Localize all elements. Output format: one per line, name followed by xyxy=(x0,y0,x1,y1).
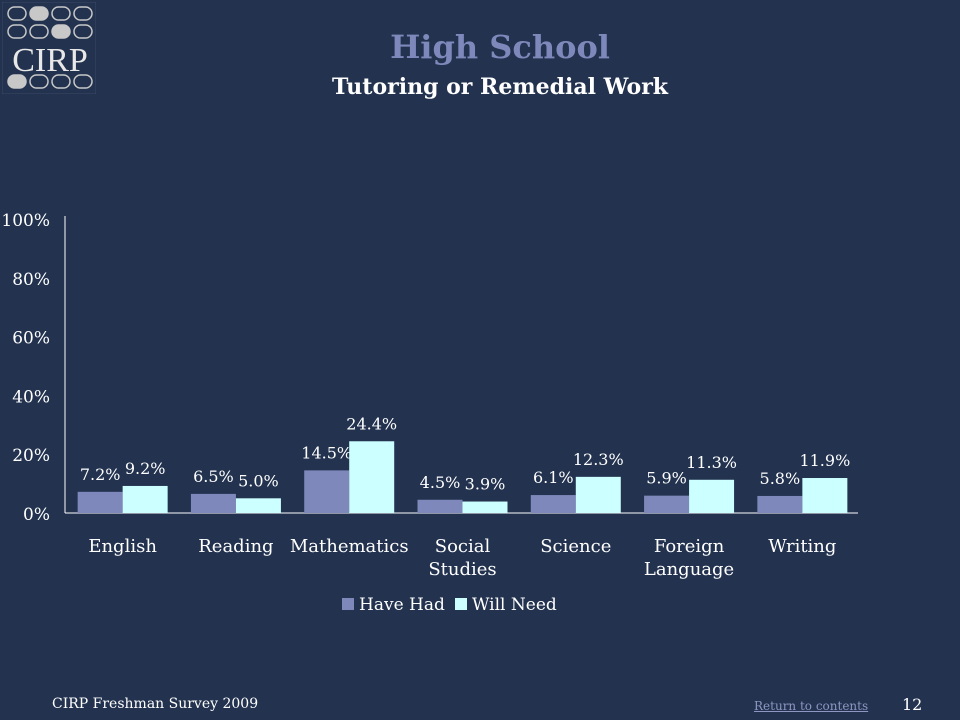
bar-will-need xyxy=(122,485,168,513)
x-tick-label: Language xyxy=(644,559,734,580)
data-label: 24.4% xyxy=(346,414,397,433)
bar-have-had xyxy=(417,499,463,513)
bar-have-had xyxy=(530,495,576,513)
data-label: 3.9% xyxy=(465,475,506,494)
bar-will-need xyxy=(802,478,848,513)
y-tick-label: 20% xyxy=(12,446,50,466)
data-label: 11.9% xyxy=(799,451,850,470)
y-tick-label: 40% xyxy=(12,387,50,407)
data-label: 14.5% xyxy=(301,443,352,462)
page-number: 12 xyxy=(902,695,923,714)
y-tick-label: 80% xyxy=(12,270,50,290)
data-label: 5.9% xyxy=(646,469,687,488)
legend-label: Will Need xyxy=(472,595,557,615)
data-label: 5.8% xyxy=(760,469,801,488)
bar-will-need xyxy=(575,476,621,513)
data-label: 6.5% xyxy=(193,467,234,486)
bar-will-need xyxy=(235,498,281,513)
page-title: High School xyxy=(390,28,610,66)
bar-will-need xyxy=(349,441,395,513)
x-tick-label: Science xyxy=(540,536,611,557)
x-tick-label: English xyxy=(88,536,157,557)
data-label: 6.1% xyxy=(533,468,574,487)
cirp-logo: CIRP xyxy=(2,2,96,94)
x-tick-label: Social xyxy=(435,536,491,557)
data-label: 7.2% xyxy=(80,465,121,484)
bar-have-had xyxy=(757,495,803,513)
bar-will-need xyxy=(689,479,735,513)
page-subtitle: Tutoring or Remedial Work xyxy=(331,74,669,100)
data-label: 12.3% xyxy=(573,450,624,469)
y-tick-label: 60% xyxy=(12,329,50,349)
legend-swatch xyxy=(455,598,467,610)
bar-have-had xyxy=(77,491,123,513)
logo-text: CIRP xyxy=(12,42,88,79)
bar-have-had xyxy=(644,495,690,513)
y-tick-label: 100% xyxy=(1,211,50,231)
return-to-contents-link[interactable]: Return to contents xyxy=(754,699,869,713)
y-tick-label: 0% xyxy=(23,505,50,525)
legend-label: Have Had xyxy=(359,595,445,615)
legend-swatch xyxy=(342,598,354,610)
x-tick-label: Studies xyxy=(428,559,496,580)
x-tick-label: Writing xyxy=(768,536,836,557)
bar-will-need xyxy=(462,501,508,513)
bar-have-had xyxy=(190,493,236,513)
x-tick-label: Foreign xyxy=(654,536,725,557)
data-label: 9.2% xyxy=(125,459,166,478)
bar-have-had xyxy=(304,470,350,513)
x-tick-label: Mathematics xyxy=(290,536,409,557)
survey-footer: CIRP Freshman Survey 2009 xyxy=(52,696,259,712)
data-label: 11.3% xyxy=(686,453,737,472)
data-label: 4.5% xyxy=(420,473,461,492)
data-label: 5.0% xyxy=(238,471,279,490)
x-tick-label: Reading xyxy=(198,536,273,557)
